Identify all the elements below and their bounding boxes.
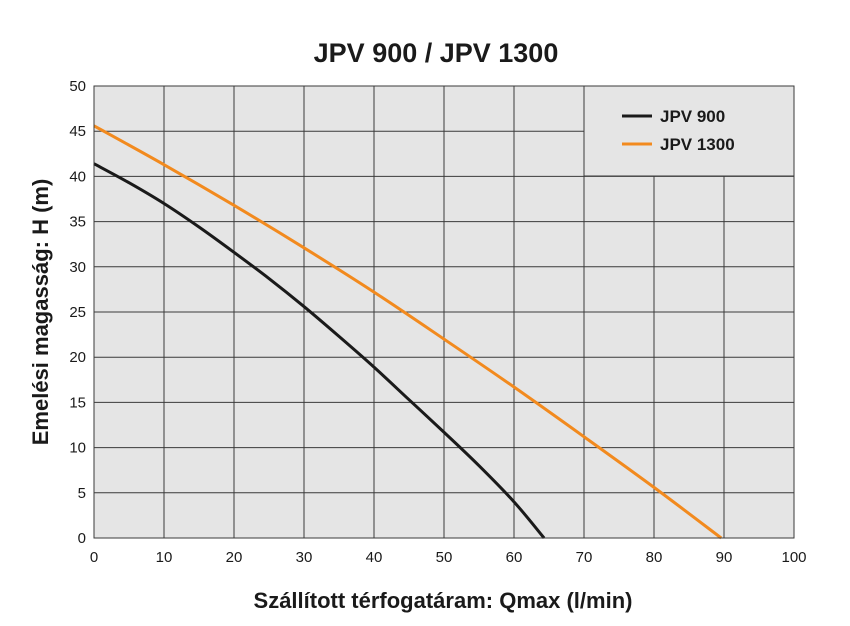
x-tick-label: 40: [366, 549, 383, 566]
y-tick-label: 15: [69, 394, 86, 411]
y-tick-label: 20: [69, 349, 86, 366]
x-tick-label: 30: [296, 549, 313, 566]
y-tick-label: 45: [69, 123, 86, 140]
y-axis-label: Emelési magasság: H (m): [28, 179, 53, 446]
tick-labels: 0 10 20 30 40 50 60 70 80 90 100 0 5 10 15 20 25 30 35 40 45…: [69, 78, 806, 566]
x-tick-label: 80: [646, 549, 663, 566]
series-layer: [93, 124, 723, 540]
y-tick-label: 30: [69, 259, 86, 276]
legend-box: [583, 85, 795, 177]
chart-title: JPV 900 / JPV 1300: [314, 38, 559, 68]
y-tick-label: 35: [69, 214, 86, 231]
x-tick-label: 90: [716, 549, 733, 566]
x-tick-label: 0: [90, 549, 98, 566]
y-tick-label: 50: [69, 78, 86, 95]
x-axis-label: Szállított térfogatáram: Qmax (l/min): [254, 588, 633, 613]
x-tick-label: 50: [436, 549, 453, 566]
legend-label-jpv-1300: JPV 1300: [660, 135, 735, 154]
y-tick-label: 40: [69, 168, 86, 185]
x-tick-label: 10: [156, 549, 173, 566]
x-tick-label: 60: [506, 549, 523, 566]
x-tick-label: 20: [226, 549, 243, 566]
y-tick-label: 10: [69, 440, 86, 457]
series-line-jpv-1300: [93, 124, 723, 540]
x-tick-label: 70: [576, 549, 593, 566]
legend: JPV 900 JPV 1300: [583, 85, 795, 177]
series-line-jpv-900: [93, 162, 546, 539]
y-tick-label: 25: [69, 304, 86, 321]
plot-frame: [93, 85, 795, 539]
x-tick-label: 100: [781, 549, 806, 566]
legend-label-jpv-900: JPV 900: [660, 107, 725, 126]
y-tick-label: 0: [78, 530, 86, 547]
y-tick-label: 5: [78, 485, 86, 502]
